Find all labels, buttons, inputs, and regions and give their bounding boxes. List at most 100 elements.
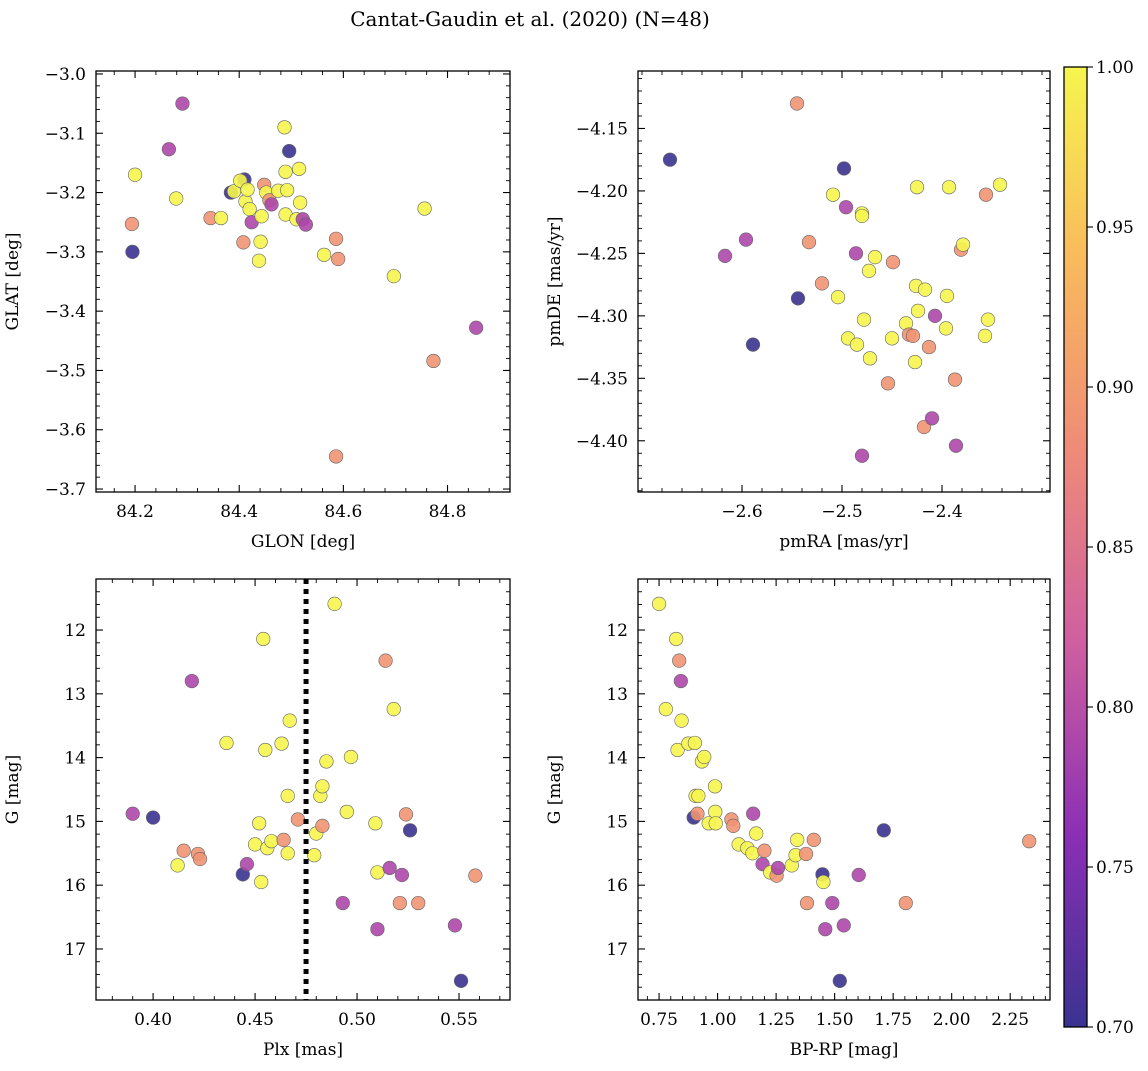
data-point [184, 673, 199, 689]
data-point [394, 867, 410, 883]
y-tick-label: −4.25 [576, 244, 628, 264]
data-point [468, 868, 483, 883]
colorbar-gradient [1064, 67, 1087, 1027]
data-point [955, 237, 971, 252]
data-point [453, 973, 469, 988]
x-tick-label: 0.55 [440, 1010, 478, 1030]
data-point [838, 200, 854, 215]
data-point [316, 247, 332, 262]
data-point [386, 702, 401, 717]
data-point [861, 263, 877, 278]
data-point [876, 823, 891, 838]
data-point [276, 832, 291, 847]
x-tick-label: 84.4 [220, 502, 258, 522]
x-tick-label: 1.00 [699, 1010, 737, 1030]
data-point [898, 895, 913, 911]
data-point [746, 806, 761, 821]
data-point [690, 806, 705, 821]
data-point [941, 180, 957, 195]
data-point [707, 779, 723, 794]
colorbar-tick-label: 0.75 [1096, 858, 1134, 878]
data-point [909, 180, 925, 195]
data-point [315, 779, 330, 794]
data-point [726, 818, 741, 833]
data-point [411, 895, 426, 911]
data-point [339, 804, 354, 819]
data-point [905, 328, 921, 343]
x-tick-label: 1.75 [874, 1010, 912, 1030]
data-point [938, 321, 954, 336]
data-point [854, 208, 870, 224]
data-points [124, 96, 484, 464]
data-point [830, 290, 846, 305]
data-point [335, 895, 350, 911]
y-tick-label: −3.7 [45, 480, 86, 500]
data-point [328, 449, 344, 464]
data-point [291, 161, 307, 176]
data-point [447, 918, 463, 933]
data-point [816, 874, 831, 890]
data-point [885, 255, 901, 270]
x-tick-label: 84.6 [324, 502, 362, 522]
data-point [331, 251, 346, 267]
data-point [392, 895, 407, 911]
y-tick-label: −3.4 [45, 302, 86, 322]
colorbar: 0.70 0.75 0.80 0.85 0.90 0.95 1.00 [1063, 58, 1134, 1038]
data-point [992, 177, 1008, 192]
data-point [790, 832, 805, 847]
data-point [849, 337, 865, 352]
data-point [880, 376, 896, 391]
data-point [298, 217, 313, 232]
x-tick-label: 2.25 [991, 1010, 1029, 1030]
data-point [948, 438, 964, 453]
data-point [277, 120, 292, 135]
data-point [382, 860, 397, 876]
data-point [252, 816, 267, 831]
data-point [801, 235, 817, 250]
data-point [278, 164, 293, 179]
y-tick-label: 15 [64, 812, 86, 832]
data-point [146, 810, 161, 825]
axes-frame [95, 578, 511, 1001]
data-point [674, 713, 689, 728]
panel-plx-g: 0.40 0.45 0.50 0.55 12 13 14 15 16 17 Plx [mas] G [… [3, 578, 511, 1060]
x-tick-label: 1.25 [757, 1010, 795, 1030]
x-tick-label: 0.75 [640, 1010, 678, 1030]
data-point [127, 167, 143, 182]
x-axis-label: Plx [mas] [263, 1040, 343, 1060]
data-point [670, 742, 685, 758]
y-axis-label: G [mag] [545, 755, 565, 824]
data-point [170, 858, 185, 873]
data-point [669, 631, 684, 647]
data-point [370, 922, 385, 937]
data-point [691, 788, 706, 803]
y-tick-label: −3.3 [45, 243, 86, 263]
y-axis-label: G [mag] [3, 755, 23, 824]
panel-bprp-g: 0.75 1.00 1.25 1.50 1.75 2.00 2.25 12 13 14 15 16 17… [545, 578, 1051, 1060]
data-point [745, 846, 760, 861]
y-tick-label: 17 [64, 940, 86, 960]
colorbar-tick-label: 0.95 [1096, 218, 1134, 238]
data-point [978, 187, 994, 202]
data-point [708, 816, 723, 831]
y-tick-label: −4.20 [576, 182, 628, 202]
data-point [673, 673, 688, 689]
data-point [247, 837, 263, 852]
x-tick-label: 84.2 [116, 502, 154, 522]
data-point [749, 826, 764, 841]
x-tick-label: 0.45 [236, 1010, 274, 1030]
data-point [836, 161, 852, 176]
colorbar-tick-label: 0.80 [1096, 698, 1134, 718]
axes-frame [95, 70, 511, 493]
y-tick-label: 17 [606, 940, 628, 960]
y-tick-label: −4.15 [576, 119, 628, 139]
data-point [240, 182, 255, 197]
x-tick-label: 0.50 [338, 1010, 376, 1030]
y-axis-label: pmDE [mas/yr] [545, 216, 565, 346]
x-axis-label: BP-RP [mag] [790, 1040, 899, 1060]
y-tick-label: 14 [64, 749, 86, 769]
data-point [856, 312, 872, 327]
data-point [927, 308, 943, 323]
data-point [293, 195, 308, 210]
